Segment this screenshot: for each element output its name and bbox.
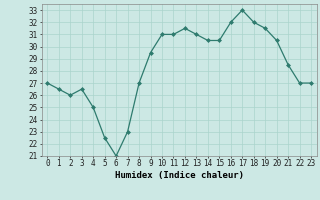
X-axis label: Humidex (Indice chaleur): Humidex (Indice chaleur) [115,171,244,180]
